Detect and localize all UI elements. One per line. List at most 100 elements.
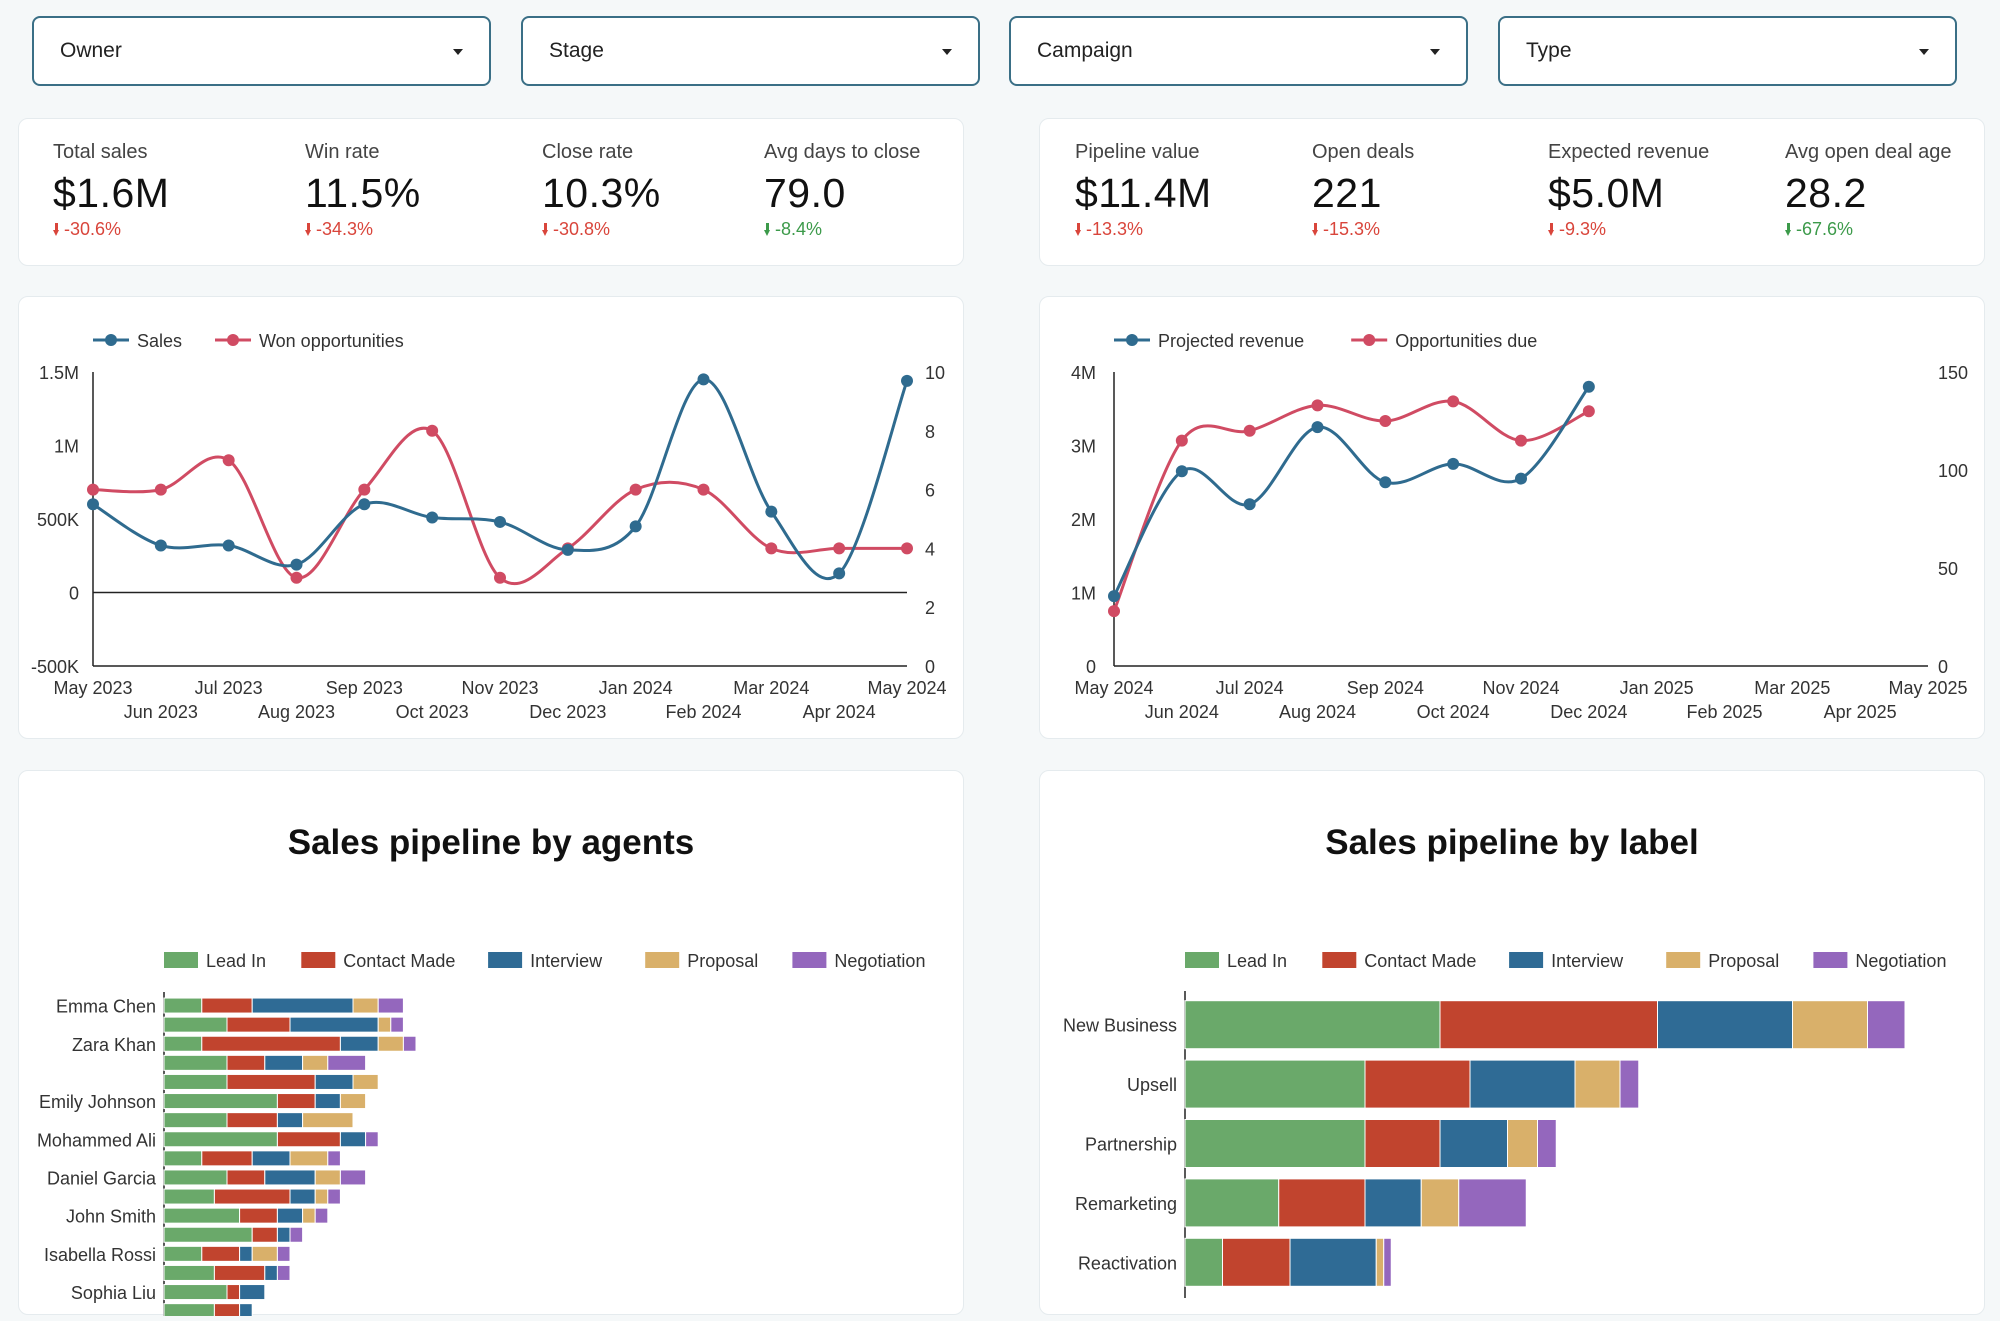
kpi-label: Avg days to close bbox=[764, 141, 921, 163]
category-label: Upsell bbox=[1127, 1075, 1177, 1095]
data-point bbox=[1582, 380, 1595, 393]
kpi-value: $11.4M bbox=[1075, 170, 1212, 216]
kpi-value: 79.0 bbox=[764, 170, 846, 216]
kpi-delta: -34.3% bbox=[305, 219, 421, 240]
data-point bbox=[1447, 457, 1460, 470]
kpi-label: Total sales bbox=[53, 141, 148, 163]
legend-item: Interview bbox=[1509, 951, 1624, 971]
x-tick-label: May 2025 bbox=[1888, 678, 1967, 698]
kpi-total-sales: Total sales $1.6M -30.6% bbox=[53, 141, 169, 240]
filter-stage-dropdown[interactable]: Stage bbox=[521, 16, 980, 86]
bar-segment bbox=[1289, 1237, 1377, 1287]
bar-segment bbox=[302, 1054, 329, 1071]
arrow-down-icon bbox=[764, 222, 771, 237]
bar-segment bbox=[1574, 1059, 1621, 1109]
kpi-label: Win rate bbox=[305, 141, 380, 163]
bar-segment bbox=[163, 1112, 228, 1129]
bar-segment bbox=[1184, 1178, 1280, 1228]
filter-owner-dropdown[interactable]: Owner bbox=[32, 16, 491, 86]
y-right-tick-label: 0 bbox=[1938, 657, 1948, 677]
x-tick-label: Dec 2023 bbox=[529, 702, 606, 722]
bar-segment bbox=[314, 1093, 341, 1110]
legend-item: Contact Made bbox=[301, 951, 455, 971]
category-label: Emma Chen bbox=[56, 997, 156, 1017]
data-point bbox=[1379, 415, 1392, 427]
legend-swatch bbox=[1813, 952, 1848, 968]
kpi-label: Expected revenue bbox=[1548, 141, 1710, 163]
x-tick-label: Mar 2025 bbox=[1754, 678, 1830, 698]
bar-segment bbox=[163, 1131, 278, 1148]
bar-segment bbox=[163, 1284, 228, 1301]
legend-swatch bbox=[1322, 952, 1357, 968]
bar-segment bbox=[163, 1169, 228, 1186]
kpi-delta-value: -8.4% bbox=[775, 219, 823, 239]
bar-segment bbox=[302, 1112, 354, 1129]
bar-segment bbox=[264, 1169, 316, 1186]
data-point bbox=[629, 520, 642, 533]
data-point bbox=[494, 515, 506, 528]
data-point bbox=[1175, 434, 1188, 447]
bar-segment bbox=[289, 1016, 379, 1033]
category-label: Remarketing bbox=[1075, 1194, 1177, 1214]
bar-segment bbox=[213, 1188, 291, 1205]
data-point bbox=[765, 505, 778, 518]
bar-segment bbox=[226, 1016, 291, 1033]
legend-item: Contact Made bbox=[1322, 951, 1476, 971]
caret-down-icon bbox=[453, 49, 463, 55]
bar-segment bbox=[226, 1054, 266, 1071]
bar-segment bbox=[1792, 1000, 1868, 1050]
category-label: Reactivation bbox=[1078, 1253, 1177, 1273]
data-point bbox=[1379, 476, 1392, 489]
x-tick-label: Oct 2024 bbox=[1417, 702, 1490, 722]
bar-segment bbox=[239, 1303, 253, 1320]
kpi-delta-value: -34.3% bbox=[316, 219, 374, 239]
series-line bbox=[1112, 385, 1591, 597]
bar-segment bbox=[1364, 1119, 1441, 1168]
sales-line-chart: Sales Won opportunities -500K 0 500K 1M 1.5M 0 2… bbox=[31, 331, 947, 722]
bar-segment bbox=[365, 1131, 379, 1148]
legend-label: Contact Made bbox=[1364, 951, 1476, 971]
legend-label: Lead In bbox=[206, 951, 266, 971]
data-point bbox=[222, 539, 235, 552]
data-point bbox=[358, 483, 371, 496]
bar-segment bbox=[327, 1054, 367, 1071]
bar-segment bbox=[1364, 1178, 1422, 1228]
legend-item: Opportunities due bbox=[1351, 331, 1537, 351]
x-tick-label: Sep 2023 bbox=[326, 678, 403, 698]
data-point bbox=[629, 483, 642, 496]
bar-segment bbox=[1375, 1237, 1385, 1287]
y-left-tick-label: -500K bbox=[31, 657, 79, 677]
legend-item: Won opportunities bbox=[215, 331, 404, 351]
bar-segment bbox=[163, 1073, 228, 1090]
bar-segment bbox=[213, 1303, 241, 1320]
legend-swatch bbox=[488, 952, 523, 968]
data-point bbox=[1243, 498, 1256, 511]
bar-segment bbox=[390, 1016, 404, 1033]
x-tick-label: Mar 2024 bbox=[733, 678, 809, 698]
x-tick-label: May 2023 bbox=[53, 678, 132, 698]
bar-segment bbox=[163, 1016, 228, 1033]
y-left-tick-label: 1.5M bbox=[39, 363, 79, 383]
data-point bbox=[154, 483, 167, 496]
arrow-down-icon bbox=[1548, 222, 1555, 237]
filter-campaign-dropdown[interactable]: Campaign bbox=[1009, 16, 1468, 86]
kpi-value: $1.6M bbox=[53, 170, 170, 216]
data-point bbox=[765, 542, 778, 555]
arrow-down-icon bbox=[305, 222, 312, 237]
category-label: Mohammed Ali bbox=[37, 1130, 156, 1150]
legend-marker bbox=[227, 334, 239, 346]
legend-item: Interview bbox=[488, 951, 603, 971]
legend-label: Interview bbox=[1551, 951, 1624, 971]
bar-segment bbox=[276, 1264, 291, 1281]
bar-segment bbox=[201, 997, 253, 1014]
y-left-tick-label: 0 bbox=[1086, 657, 1096, 677]
bar-segment bbox=[163, 1188, 215, 1205]
kpi-close-rate: Close rate 10.3% -30.8% bbox=[542, 141, 661, 240]
legend-label: Negotiation bbox=[1855, 951, 1946, 971]
category-label: John Smith bbox=[66, 1207, 156, 1227]
kpi-delta: -13.3% bbox=[1075, 219, 1212, 240]
data-point bbox=[901, 374, 913, 387]
x-tick-label: Dec 2024 bbox=[1550, 702, 1627, 722]
filter-type-dropdown[interactable]: Type bbox=[1498, 16, 1957, 86]
legend-marker bbox=[105, 334, 117, 346]
